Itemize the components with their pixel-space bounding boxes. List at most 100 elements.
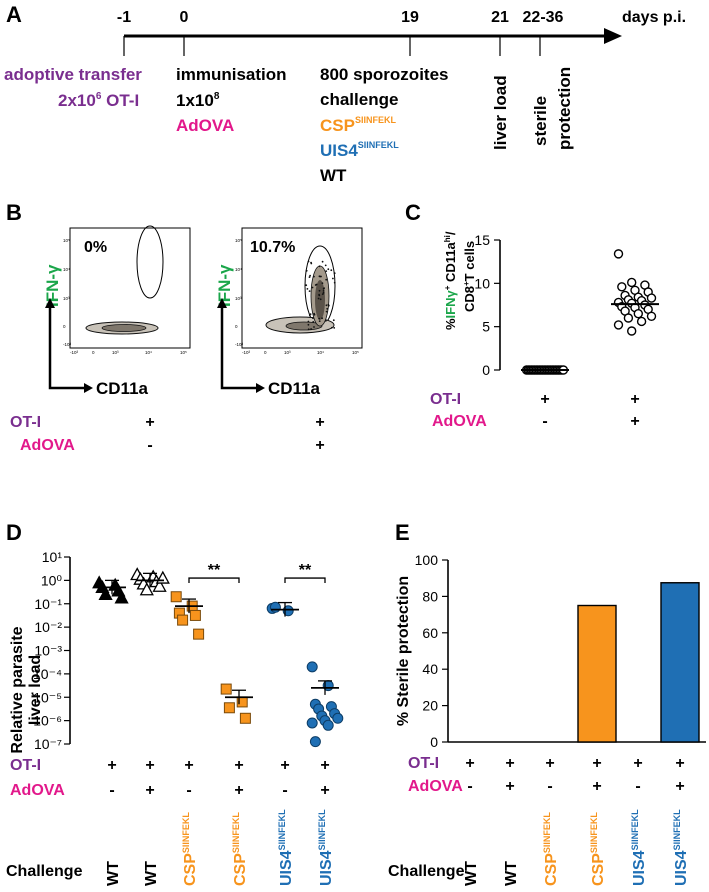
ifng-axis-right: IFN-γ <box>215 264 234 307</box>
timeline-axis-label: days p.i. <box>622 9 686 26</box>
flow-event <box>313 275 315 278</box>
d-y-tick-label: 10⁻² <box>34 619 62 635</box>
d-data-point <box>309 736 321 748</box>
d-y-tick-label: 10¹ <box>42 549 63 565</box>
panel-d-label: D <box>6 520 22 545</box>
panel-d-ot1-label: OT-I <box>10 757 41 774</box>
d-ot1-value: + <box>280 757 289 774</box>
d-y-tick-label: 10⁻⁶ <box>33 713 62 729</box>
flow-event <box>305 269 308 272</box>
flow-event <box>327 268 330 271</box>
gate-pct-left: 0% <box>84 239 107 256</box>
flow-event <box>321 282 324 284</box>
flow-event <box>332 319 335 322</box>
challenge-wt: WT <box>320 166 347 185</box>
panel-b-ot1-value: + <box>145 414 154 431</box>
c-adova-value: - <box>542 413 547 430</box>
immunisation-dose: 1x108 <box>176 91 220 110</box>
panel-e-label: E <box>395 520 410 545</box>
panel-b-ot1-label: OT-I <box>10 414 41 431</box>
axis-arrow-right <box>220 308 256 390</box>
c-y-tick-label: 15 <box>474 232 490 248</box>
flow-left-y-tick: 10³ <box>63 296 70 301</box>
c-ot1-label: OT-I <box>430 391 461 408</box>
d-data-point <box>193 628 205 640</box>
e-y-axis-label: % Sterile protection <box>395 576 412 726</box>
tick-day-21: 21 <box>491 9 509 26</box>
flow-event <box>325 270 328 272</box>
flow-event <box>323 287 325 289</box>
flow-event <box>319 275 321 278</box>
flow-event <box>322 291 325 294</box>
e-adova-value: - <box>635 778 640 795</box>
panel-d-adova-label: AdOVA <box>10 782 65 799</box>
panel-b-adova-value: + <box>315 437 324 454</box>
e-ot1-value: + <box>633 755 642 772</box>
flow-left-x-tick: 10⁵ <box>180 350 187 355</box>
e-category-label: CSPSIINFEKL <box>542 812 560 886</box>
adoptive-transfer-label: adoptive transfer <box>4 65 142 84</box>
c-data-point <box>633 308 643 319</box>
e-y-tick-label: 100 <box>415 552 439 568</box>
flow-events-right <box>305 260 336 331</box>
flow-event <box>309 313 312 315</box>
c-data-point <box>613 320 624 330</box>
e-ot1-value: + <box>465 755 474 772</box>
challenge-uis4: UIS4SIINFEKL <box>320 140 399 160</box>
panel-b-adova-value: - <box>147 437 152 454</box>
d-data-point <box>170 591 182 603</box>
panel-a-label: A <box>6 2 22 27</box>
cd11a-axis-right: CD11a <box>268 379 321 398</box>
e-y-tick-label: 40 <box>422 661 438 677</box>
flow-right-x-tick: 0 <box>264 350 267 355</box>
c-data-point <box>623 313 634 323</box>
d-challenge-label: UIS4SIINFEKL <box>317 809 335 886</box>
c-data-point <box>646 293 657 303</box>
flow-event <box>308 314 311 317</box>
timeline-ticks <box>123 36 541 56</box>
flow-event <box>326 307 329 310</box>
panel-d: D OT-I AdOVA Challenge 10¹ 10⁰ 10⁻¹ 10⁻² 10⁻… <box>6 520 344 886</box>
c-y-axis-label-2: CD8+T cells <box>462 241 477 312</box>
panel-a: A days p.i. -1 0 19 21 22-36 adoptive tr… <box>4 2 686 185</box>
flow-right-y-tick: 10⁵ <box>235 238 242 243</box>
flow-ticks-left: 10⁵ 10⁴ 10³ 0 -10³ -10³ 0 10³ 10⁴ 10⁵ <box>63 238 187 355</box>
flow-event <box>308 290 311 292</box>
cd11a-axis-left: CD11a <box>96 379 149 398</box>
c-data-point <box>646 311 657 321</box>
d-y-tick-label: 10⁻³ <box>34 643 62 659</box>
flow-right-y-tick: 10³ <box>235 296 242 301</box>
timeline-arrowhead <box>604 28 622 44</box>
d-challenge-label: CSPSIINFEKL <box>181 812 199 886</box>
d-data-point <box>220 683 232 695</box>
tick-day-minus1: -1 <box>117 9 131 26</box>
e-adova-value: + <box>592 778 601 795</box>
panel-e: E OT-I AdOVA Challenge 0 20 40 60 80 100% Ste… <box>388 520 706 886</box>
e-y-tick-label: 0 <box>430 734 438 750</box>
c-adova-value: + <box>630 413 639 430</box>
d-y-tick-label: 10⁻¹ <box>34 596 62 612</box>
flow-event <box>330 326 333 329</box>
d-ot1-value: + <box>320 757 329 774</box>
panel-c-label: C <box>405 200 421 225</box>
d-data-point <box>177 614 189 626</box>
c-data-point <box>627 326 637 336</box>
flow-right-x-tick: 10³ <box>284 350 291 355</box>
flow-right-x-tick: 10⁴ <box>317 350 324 355</box>
d-data-point <box>223 702 235 714</box>
d-adova-value: + <box>145 782 154 799</box>
flow-event <box>330 269 333 272</box>
e-y-tick-label: 20 <box>422 698 438 714</box>
d-y-tick-label: 10⁻⁵ <box>33 689 62 705</box>
e-adova-value: + <box>505 778 514 795</box>
c-y-axis-label: %IFNγ+ CD11ahi/ <box>443 231 458 330</box>
immunisation-label: immunisation <box>176 65 287 84</box>
flow-right-x-tick: -10³ <box>242 350 251 355</box>
adova-label-a: AdOVA <box>176 116 234 135</box>
challenge-line2: challenge <box>320 90 398 109</box>
flow-left-x-tick: -10³ <box>70 350 79 355</box>
e-category-label: CSPSIINFEKL <box>589 812 607 886</box>
ot1-dose: 2x106 OT-I <box>58 91 139 110</box>
